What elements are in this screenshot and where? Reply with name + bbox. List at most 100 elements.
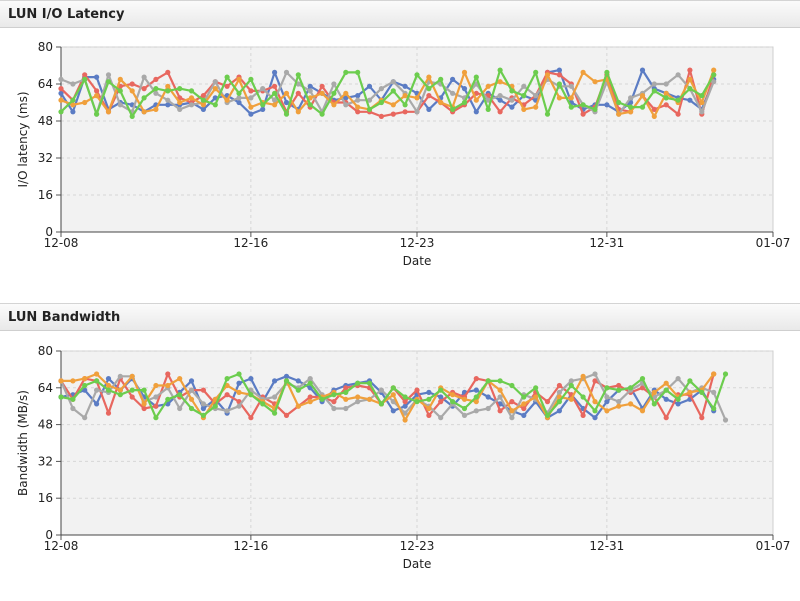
data-point xyxy=(70,396,76,402)
data-point xyxy=(331,81,337,87)
data-point xyxy=(70,109,76,115)
data-point xyxy=(651,106,657,112)
data-point xyxy=(343,389,349,395)
data-point xyxy=(461,396,468,402)
data-point xyxy=(94,401,100,407)
data-point xyxy=(343,385,349,391)
data-point xyxy=(509,382,515,389)
data-point xyxy=(497,387,503,393)
data-point xyxy=(497,109,503,115)
data-point xyxy=(153,76,159,82)
data-point xyxy=(556,389,563,395)
data-point xyxy=(675,401,681,407)
data-point xyxy=(248,88,254,94)
data-point xyxy=(153,86,159,92)
data-point xyxy=(319,111,325,117)
data-point xyxy=(402,399,408,405)
data-point xyxy=(200,93,206,99)
data-point xyxy=(592,378,598,384)
series-line xyxy=(60,375,715,419)
data-point xyxy=(307,399,313,405)
data-point xyxy=(592,79,598,85)
data-point xyxy=(355,69,361,75)
data-point xyxy=(604,408,610,414)
data-point xyxy=(556,399,563,405)
data-point xyxy=(355,380,361,386)
data-point xyxy=(94,387,100,393)
data-point xyxy=(272,378,278,384)
data-point xyxy=(485,405,491,412)
data-point xyxy=(402,109,408,115)
data-point xyxy=(675,376,681,382)
data-point xyxy=(509,408,515,414)
data-point xyxy=(378,387,384,393)
data-point xyxy=(177,99,183,106)
data-point xyxy=(129,394,135,400)
data-point xyxy=(675,72,681,78)
data-point xyxy=(307,88,313,94)
data-point xyxy=(378,86,384,92)
data-point xyxy=(616,111,622,117)
data-point xyxy=(402,394,408,400)
data-point xyxy=(402,93,408,99)
data-point xyxy=(580,373,586,379)
data-point xyxy=(94,93,100,99)
data-point xyxy=(568,382,574,389)
data-point xyxy=(295,387,301,393)
data-point xyxy=(580,394,586,400)
y-tick-label: 64 xyxy=(38,381,53,395)
panel-title: LUN Bandwidth xyxy=(0,303,800,331)
data-point xyxy=(533,394,539,400)
y-tick-label: 32 xyxy=(38,454,53,468)
data-point xyxy=(343,102,349,108)
latency-chart: 0 16 32 48 64 80 12-08 12-16 12-23 12-31 01-07 Date… xyxy=(16,40,790,268)
data-point xyxy=(378,99,384,106)
data-point xyxy=(390,399,396,405)
data-point xyxy=(568,95,574,101)
data-point xyxy=(604,385,610,391)
y-axis-label: Bandwidth (MB/s) xyxy=(16,390,30,496)
data-point xyxy=(129,88,135,94)
data-point xyxy=(438,399,444,405)
data-point xyxy=(141,74,147,80)
data-point xyxy=(438,76,444,82)
data-point xyxy=(188,405,195,412)
bandwidth-panel: LUN Bandwidth 0 16 32 48 64 80 12-08 12-16 12-23… xyxy=(0,303,800,601)
data-point xyxy=(426,396,432,402)
data-point xyxy=(70,97,76,103)
data-point xyxy=(343,90,349,96)
x-tick-label: 12-23 xyxy=(400,539,435,553)
data-point xyxy=(141,387,147,393)
data-point xyxy=(307,380,313,386)
data-point xyxy=(473,376,479,382)
data-point xyxy=(94,111,100,117)
data-point xyxy=(533,104,539,110)
data-point xyxy=(414,95,420,101)
data-point xyxy=(639,93,646,99)
data-point xyxy=(248,76,254,82)
data-point xyxy=(117,387,123,393)
data-point xyxy=(319,396,325,402)
data-point xyxy=(224,408,230,414)
data-point xyxy=(165,83,171,89)
data-point xyxy=(699,99,705,106)
data-point xyxy=(82,99,88,106)
data-point xyxy=(544,412,551,418)
data-point xyxy=(473,399,479,405)
data-point xyxy=(283,378,290,384)
data-point xyxy=(521,93,527,99)
data-point xyxy=(604,69,610,75)
data-point xyxy=(473,97,479,103)
data-point xyxy=(355,97,361,103)
data-point xyxy=(533,93,539,99)
data-point xyxy=(687,86,693,92)
data-point xyxy=(544,72,551,78)
data-point xyxy=(248,104,254,110)
data-point xyxy=(592,415,598,421)
data-point xyxy=(580,412,586,418)
y-tick-label: 0 xyxy=(45,528,53,542)
y-tick-label: 64 xyxy=(38,77,53,91)
data-point xyxy=(200,97,206,103)
data-point xyxy=(616,99,622,106)
data-point xyxy=(307,102,313,108)
